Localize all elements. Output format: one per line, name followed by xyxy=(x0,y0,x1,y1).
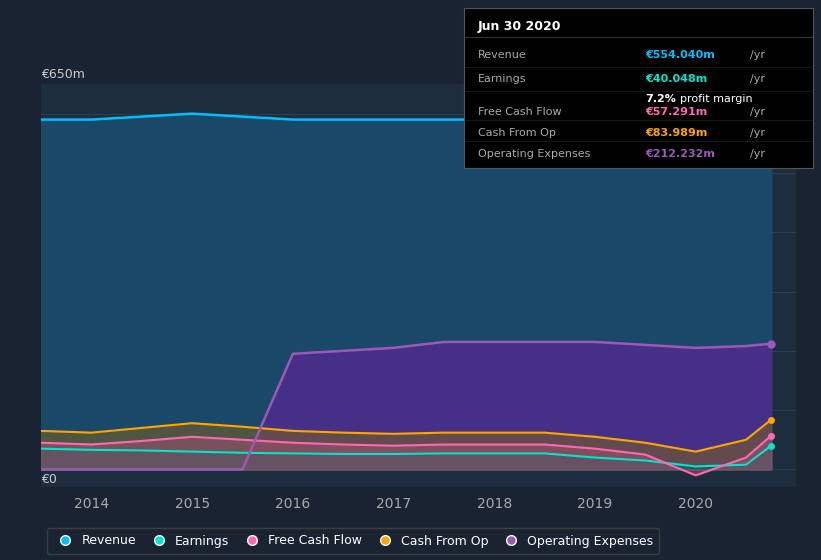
Text: /yr: /yr xyxy=(750,73,765,83)
Legend: Revenue, Earnings, Free Cash Flow, Cash From Op, Operating Expenses: Revenue, Earnings, Free Cash Flow, Cash … xyxy=(47,528,659,554)
Text: Revenue: Revenue xyxy=(478,50,526,60)
Text: /yr: /yr xyxy=(750,107,765,117)
Text: €83.989m: €83.989m xyxy=(645,128,708,138)
Text: 7.2%: 7.2% xyxy=(645,95,677,104)
Text: €0: €0 xyxy=(41,473,57,486)
Text: Free Cash Flow: Free Cash Flow xyxy=(478,107,562,117)
Text: €212.232m: €212.232m xyxy=(645,148,715,158)
Text: €40.048m: €40.048m xyxy=(645,73,708,83)
Text: €57.291m: €57.291m xyxy=(645,107,708,117)
Text: /yr: /yr xyxy=(750,50,765,60)
Text: Earnings: Earnings xyxy=(478,73,526,83)
Text: /yr: /yr xyxy=(750,128,765,138)
Text: Jun 30 2020: Jun 30 2020 xyxy=(478,20,562,32)
Text: €554.040m: €554.040m xyxy=(645,50,715,60)
Text: profit margin: profit margin xyxy=(680,95,753,104)
Text: /yr: /yr xyxy=(750,148,765,158)
Text: Operating Expenses: Operating Expenses xyxy=(478,148,590,158)
Text: Cash From Op: Cash From Op xyxy=(478,128,556,138)
Text: €650m: €650m xyxy=(41,68,85,81)
